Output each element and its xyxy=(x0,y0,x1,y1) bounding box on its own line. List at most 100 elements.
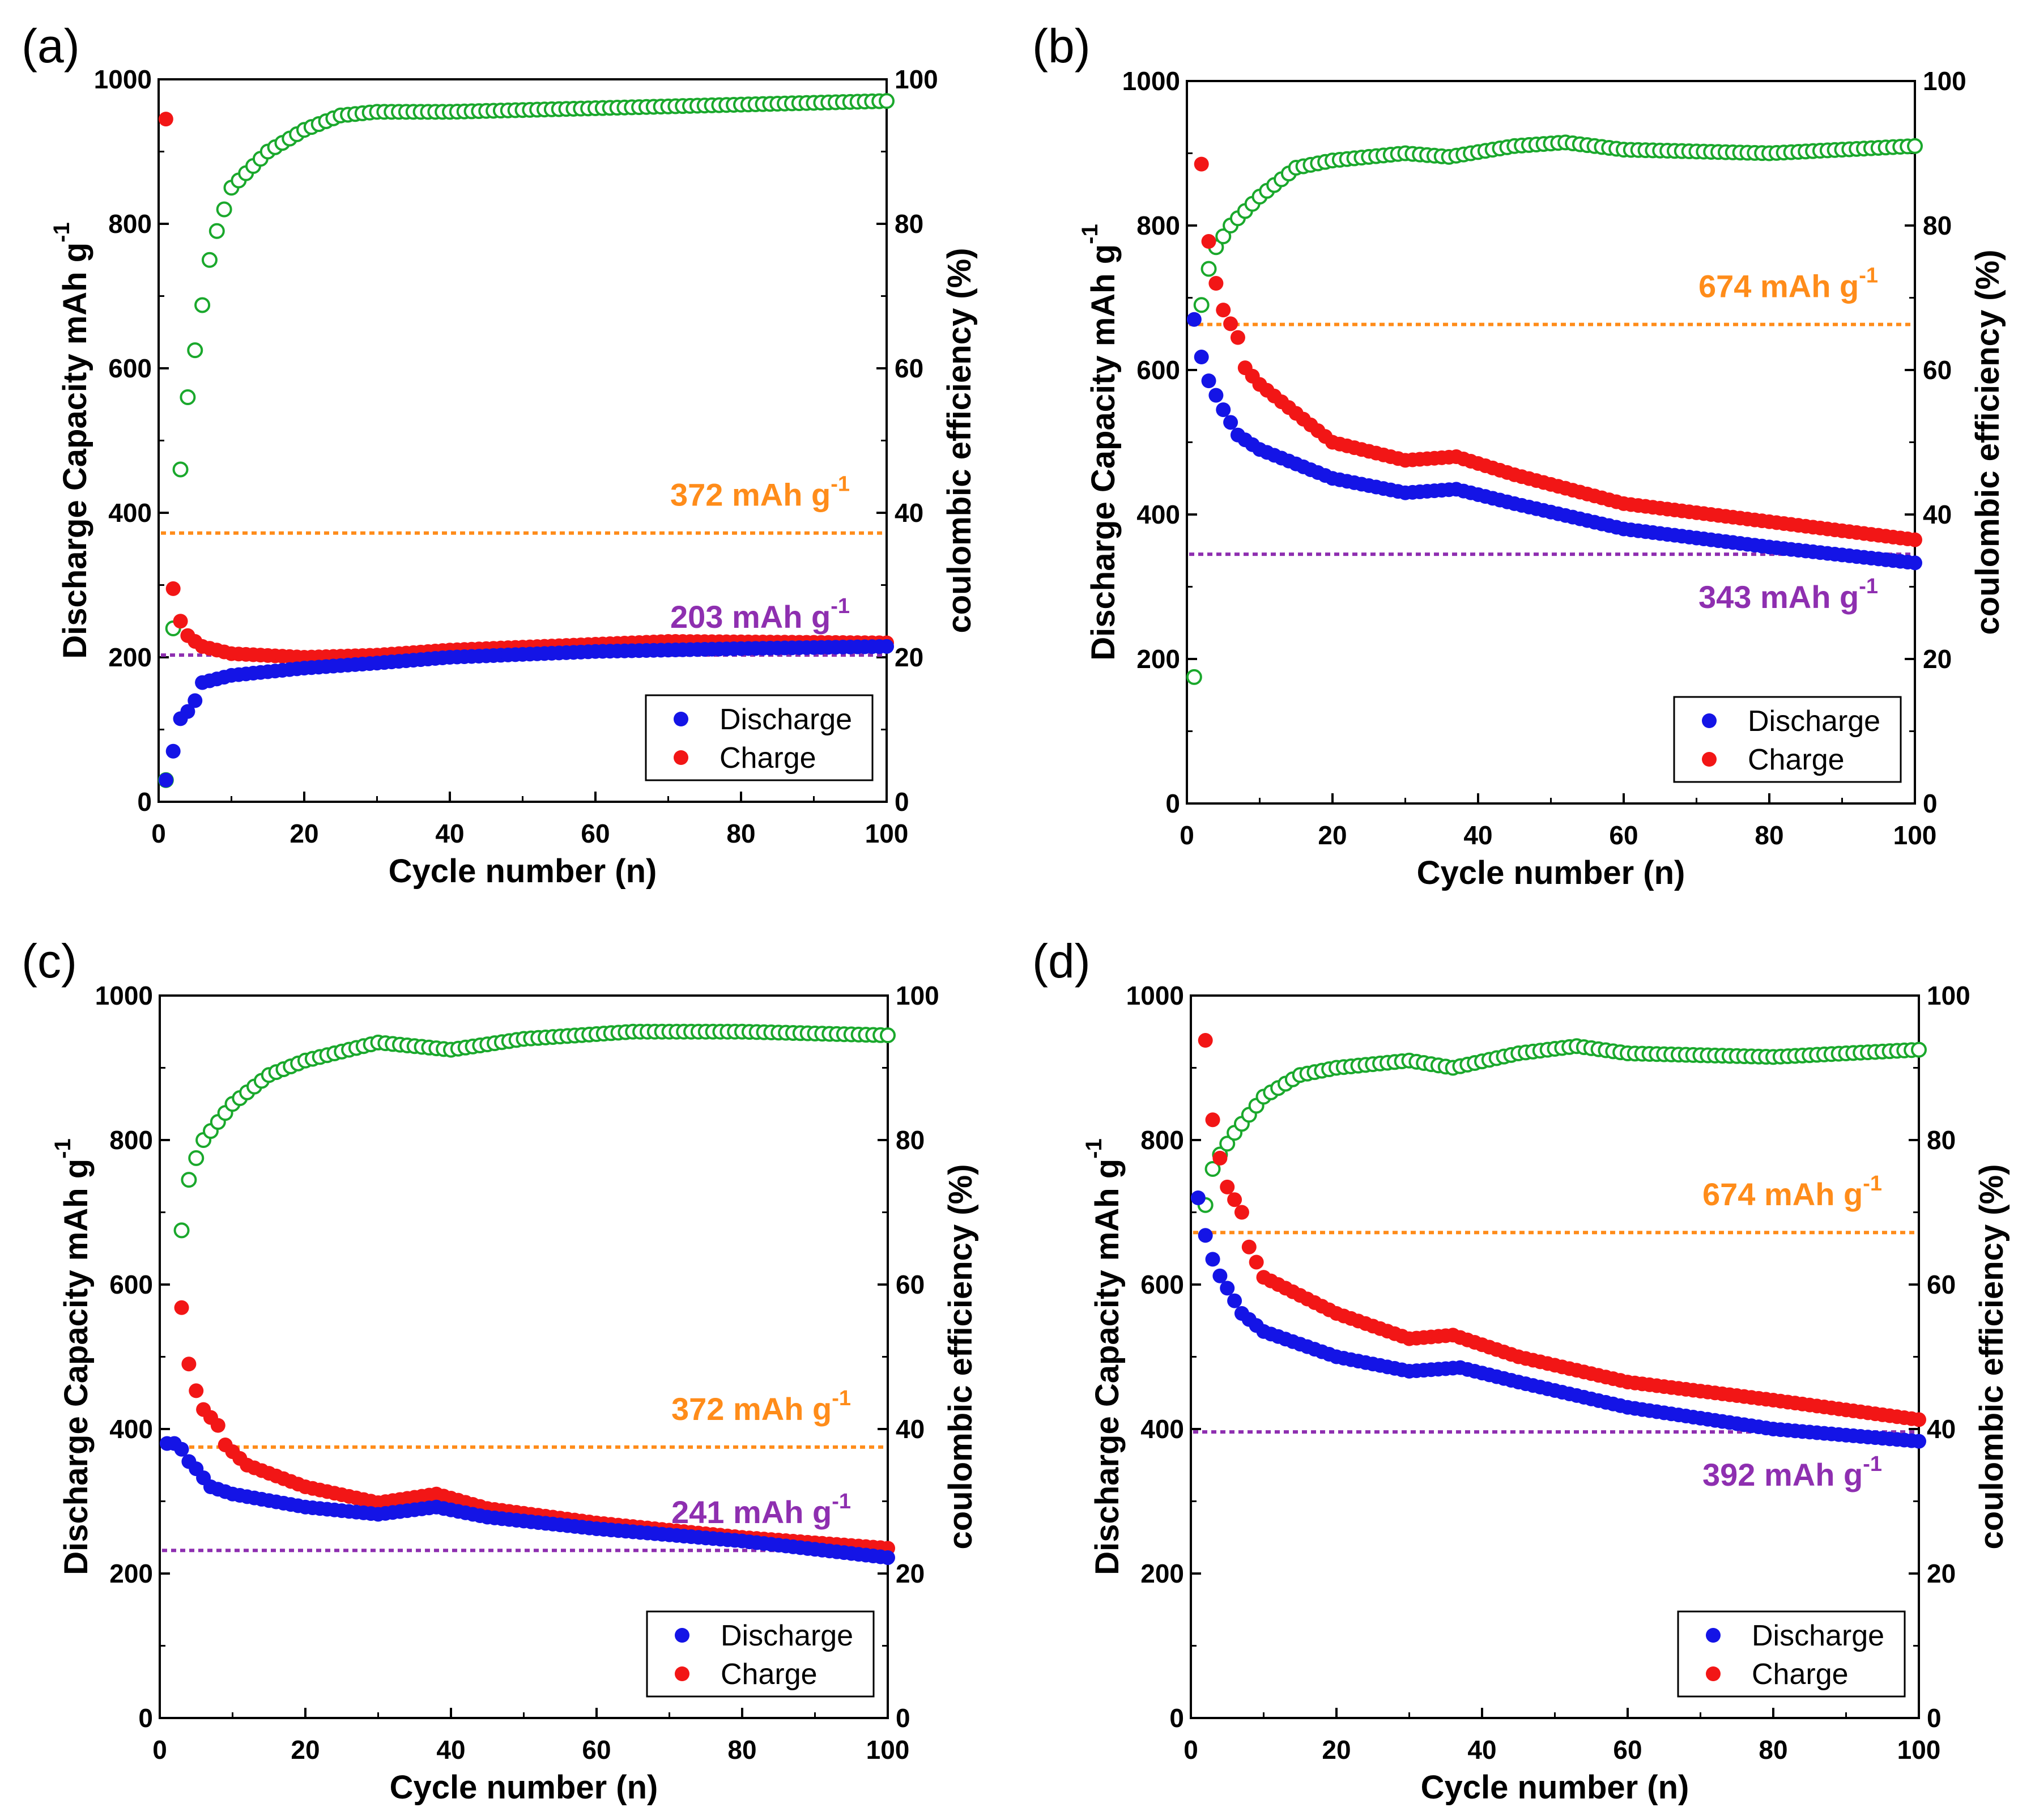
ce-point xyxy=(187,342,203,359)
legend-discharge-marker xyxy=(1702,713,1717,728)
x-tick-label: 0 xyxy=(152,1735,167,1764)
charge-point xyxy=(210,1418,225,1433)
y2-tick-label: 60 xyxy=(1927,1270,1956,1299)
charge-point xyxy=(1234,1205,1249,1220)
y-tick-label: 200 xyxy=(109,1559,153,1588)
charge-point xyxy=(181,1357,197,1372)
x-tick-label: 40 xyxy=(436,1735,465,1764)
y2-tick-label: 20 xyxy=(896,1559,925,1588)
y-tick-label: 0 xyxy=(137,787,152,817)
y-tick-label: 800 xyxy=(108,209,152,239)
y-tick-label: 0 xyxy=(1165,789,1180,818)
reference-label-superscript: -1 xyxy=(1859,264,1878,288)
discharge-point xyxy=(880,1550,895,1565)
y-tick-label: 600 xyxy=(109,1270,153,1299)
y2-axis-title: coulombic efficiency (%) xyxy=(1973,1164,2010,1549)
discharge-point xyxy=(158,772,173,788)
charge-point xyxy=(1220,1179,1235,1194)
ce-point xyxy=(1200,261,1217,277)
x-tick-label: 60 xyxy=(581,819,610,848)
ce-point xyxy=(1907,138,1923,154)
charge-point xyxy=(1230,330,1245,345)
charge-point xyxy=(1212,1150,1228,1166)
y2-tick-label: 80 xyxy=(1923,211,1952,240)
y2-tick-label: 0 xyxy=(896,1703,910,1733)
charge-point xyxy=(1201,234,1216,249)
discharge-point xyxy=(1190,1190,1206,1205)
x-tick-label: 100 xyxy=(865,819,909,848)
x-tick-label: 0 xyxy=(1183,1735,1198,1764)
ce-point xyxy=(188,1150,205,1166)
x-tick-label: 60 xyxy=(1609,820,1638,850)
x-tick-label: 100 xyxy=(1893,820,1937,850)
reference-label-superscript: -1 xyxy=(1863,1452,1882,1476)
reference-label-superscript: -1 xyxy=(1859,575,1878,598)
x-tick-label: 60 xyxy=(582,1735,611,1764)
legend-discharge-label: Discharge xyxy=(1752,1619,1884,1652)
ce-point xyxy=(172,461,189,478)
ce-point xyxy=(1219,1136,1236,1152)
x-tick-label: 80 xyxy=(1759,1735,1787,1764)
y2-tick-label: 100 xyxy=(1923,66,1966,96)
y-tick-label: 200 xyxy=(108,643,152,672)
x-axis-title: Cycle number (n) xyxy=(390,1769,658,1806)
x-axis-title: Cycle number (n) xyxy=(389,853,657,890)
y2-tick-label: 0 xyxy=(895,787,909,817)
legend-charge-label: Charge xyxy=(1752,1658,1849,1691)
charge-point xyxy=(174,1300,189,1315)
y-tick-label: 1000 xyxy=(1126,981,1184,1010)
y-axis-title: Discharge Capacity mAh g-1 xyxy=(1078,224,1122,660)
x-tick-label: 0 xyxy=(151,819,166,848)
y-axis-title-superscript: -1 xyxy=(1082,1138,1106,1159)
y-tick-label: 600 xyxy=(1140,1270,1184,1299)
reference-label: 343 mAh g-1 xyxy=(1698,575,1878,615)
y-axis-title: Discharge Capacity mAh g-1 xyxy=(49,222,93,658)
ce-point xyxy=(1193,297,1210,313)
legend-discharge-marker xyxy=(675,1628,689,1643)
y2-tick-label: 80 xyxy=(1927,1125,1956,1155)
y-axis-title-superscript: -1 xyxy=(50,1138,75,1159)
chart-panel-4: (d)0 20 40 60 80 1000200400600800100002040608… xyxy=(1032,934,2010,1806)
y2-tick-label: 60 xyxy=(1923,355,1952,385)
discharge-point xyxy=(1194,350,1209,365)
reference-label-superscript: -1 xyxy=(831,473,850,496)
discharge-point xyxy=(1208,388,1224,403)
legend-charge-marker xyxy=(1702,752,1717,767)
charge-point xyxy=(1249,1255,1264,1270)
ce-point xyxy=(194,297,211,313)
x-axis-title: Cycle number (n) xyxy=(1417,854,1685,891)
charge-point xyxy=(1223,316,1238,331)
legend-box xyxy=(645,694,874,781)
y-tick-label: 800 xyxy=(109,1125,153,1155)
panel-label: (d) xyxy=(1032,934,1091,988)
charge-point xyxy=(1198,1033,1213,1048)
y2-tick-label: 40 xyxy=(896,1414,925,1444)
reference-label: 372 mAh g-1 xyxy=(671,1387,851,1427)
y-tick-label: 200 xyxy=(1136,644,1180,674)
charge-point xyxy=(1908,532,1922,547)
ce-point xyxy=(173,1222,190,1239)
x-tick-label: 40 xyxy=(1463,820,1492,850)
y-axis-title-superscript: -1 xyxy=(1078,224,1102,244)
discharge-point xyxy=(1911,1434,1926,1449)
y-axis-title-superscript: -1 xyxy=(49,222,74,243)
legend-discharge-marker xyxy=(674,712,688,726)
legend-charge-label: Charge xyxy=(720,742,816,775)
charge-point xyxy=(165,581,181,596)
discharge-point xyxy=(174,1441,189,1457)
x-tick-label: 80 xyxy=(726,819,755,848)
x-tick-label: 20 xyxy=(1318,820,1347,850)
discharge-point xyxy=(1198,1228,1213,1243)
charge-point xyxy=(173,614,188,629)
y-tick-label: 600 xyxy=(1136,355,1180,385)
discharge-point xyxy=(1908,555,1922,571)
x-tick-label: 100 xyxy=(866,1735,910,1764)
y-tick-label: 600 xyxy=(108,354,152,383)
y-tick-label: 800 xyxy=(1136,211,1180,240)
y2-tick-label: 60 xyxy=(895,354,923,383)
charge-point xyxy=(1216,303,1231,318)
y-tick-label: 1000 xyxy=(94,65,152,94)
ce-point xyxy=(180,389,196,405)
y2-tick-label: 100 xyxy=(895,65,938,94)
